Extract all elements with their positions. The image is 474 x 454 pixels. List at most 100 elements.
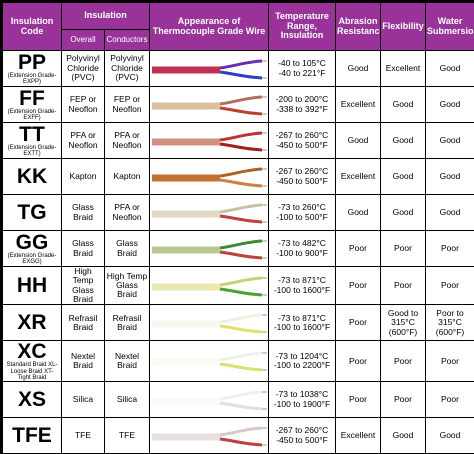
overall: PFA or Neoflon (62, 123, 104, 158)
code-cell: FF (Extension Grade-EXFF) (3, 87, 61, 122)
code-cell: XS (3, 382, 61, 418)
code: KK (16, 165, 48, 188)
temperature: -267 to 260°C -450 to 500°F (269, 123, 335, 158)
conductors: Polyvinyl Chloride (PVC) (105, 51, 149, 86)
wire-strand (219, 324, 263, 334)
flexibility: Poor (381, 231, 425, 266)
conductors: PFA or Neoflon (105, 123, 149, 158)
header-temperature: Temperature Range, Insulation (269, 3, 335, 50)
code-note: (Extension Grade-EXTT) (7, 144, 57, 157)
header-insulation: Insulation (62, 3, 149, 29)
temperature: -73 to 482°C -100 to 900°F (269, 231, 335, 266)
flexibility: Good (381, 159, 425, 194)
code-cell: TT (Extension Grade-EXTT) (3, 123, 61, 158)
wire-strand (262, 277, 267, 296)
wire-image (152, 351, 267, 372)
overall: Polyvinyl Chloride (PVC) (62, 51, 104, 86)
wire-image (152, 131, 267, 151)
water: Good (426, 87, 474, 122)
water: Good (426, 123, 474, 158)
wire-strand (219, 250, 263, 259)
abrasion: Poor (336, 267, 380, 305)
temp-c: -73 to 482°C (278, 238, 326, 249)
temp-c: -73 to 260°C (278, 202, 326, 213)
water: Good (426, 51, 474, 86)
header-flexibility: Flexibility (381, 3, 425, 50)
appearance (150, 123, 268, 158)
wire-strand (219, 142, 263, 151)
appearance (150, 231, 268, 266)
overall: Glass Braid (62, 231, 104, 266)
flexibility: Excellent (381, 51, 425, 86)
code-cell: GG (Extension Grade-EXGG) (3, 231, 61, 266)
wire-strand (262, 132, 267, 150)
appearance (150, 195, 268, 230)
wire-strand (219, 239, 263, 249)
overall: TFE (62, 418, 104, 454)
wire-strand (219, 437, 263, 447)
code: TFE (12, 424, 52, 448)
wire-strand (262, 314, 267, 333)
temp-c: -267 to 260°C (275, 166, 329, 177)
table-row: TT (Extension Grade-EXTT) PFA or Neoflon PF… (3, 123, 474, 158)
temperature: -73 to 871°C -100 to 1600°F (269, 267, 335, 305)
wire-strand (219, 276, 263, 287)
temperature: -73 to 1038°C -100 to 1900°F (269, 382, 335, 418)
table-row: KK Kapton Kapton -267 to 260°C -450 to 500°F… (3, 159, 474, 194)
code-cell: KK (3, 159, 61, 194)
code-cell: XR (3, 305, 61, 341)
appearance (150, 418, 268, 454)
wire-strand (219, 426, 263, 437)
table-row: TG Glass Braid PFA or Neoflon -73 to 260°C -… (3, 195, 474, 230)
temp-f: -40 to 221°F (278, 67, 326, 78)
conductors: Silica (105, 382, 149, 418)
code: TG (17, 201, 47, 224)
table-row: GG (Extension Grade-EXGG) Glass Braid Glass… (3, 231, 474, 266)
wire-strand (219, 313, 263, 324)
overall: Refrasil Braid (62, 305, 104, 341)
header-code: Insulation Code (3, 3, 61, 50)
code-note: (Extension Grade-EXGG) (7, 252, 57, 265)
abrasion: Excellent (336, 87, 380, 122)
wire-strand (219, 131, 263, 141)
temp-c: -73 to 871°C (278, 312, 326, 323)
flexibility: Poor (381, 341, 425, 382)
wire-strand (262, 60, 267, 78)
code-note: (Extension Grade-EXPP) (7, 72, 57, 85)
flexibility: Poor (381, 267, 425, 305)
wire-strand (262, 391, 267, 410)
temp-c: -73 to 1038°C (275, 389, 329, 400)
abrasion: Poor (336, 382, 380, 418)
flexibility: Good (381, 87, 425, 122)
code: XC (17, 341, 47, 364)
overall: Silica (62, 382, 104, 418)
table-body: PP (Extension Grade-EXPP) Polyvinyl Chlori… (3, 51, 474, 454)
temp-c: -40 to 105°C (278, 58, 326, 69)
code: PP (17, 51, 46, 74)
wire-strand (262, 168, 267, 186)
flexibility: Good (381, 418, 425, 454)
overall: Glass Braid (62, 195, 104, 230)
appearance (150, 382, 268, 418)
flexibility: Good (381, 195, 425, 230)
temperature: -267 to 260°C -450 to 500°F (269, 159, 335, 194)
wire-strand (219, 167, 263, 177)
abrasion: Poor (336, 341, 380, 382)
code-note: (Extension Grade-EXFF) (7, 108, 57, 121)
wire-strand (262, 240, 267, 258)
temp-f: -100 to 1600°F (273, 284, 331, 295)
wire-strand (262, 352, 267, 371)
wire-strand (219, 390, 263, 401)
wire-strand (262, 96, 267, 114)
conductors: FEP or Neoflon (105, 87, 149, 122)
wire-strand (262, 204, 267, 222)
wire-image (152, 313, 267, 334)
conductors: High Temp Glass Braid (105, 267, 149, 305)
water: Poor (426, 231, 474, 266)
wire-strand (219, 214, 263, 223)
table-row: TFE TFE TFE -267 to 260°C -450 to 500°F Excel… (3, 418, 474, 454)
wire-image (152, 239, 267, 259)
wire-image (152, 426, 267, 447)
wire-strand (219, 287, 263, 297)
table-row: FF (Extension Grade-EXFF) FEP or Neoflon FE… (3, 87, 474, 122)
